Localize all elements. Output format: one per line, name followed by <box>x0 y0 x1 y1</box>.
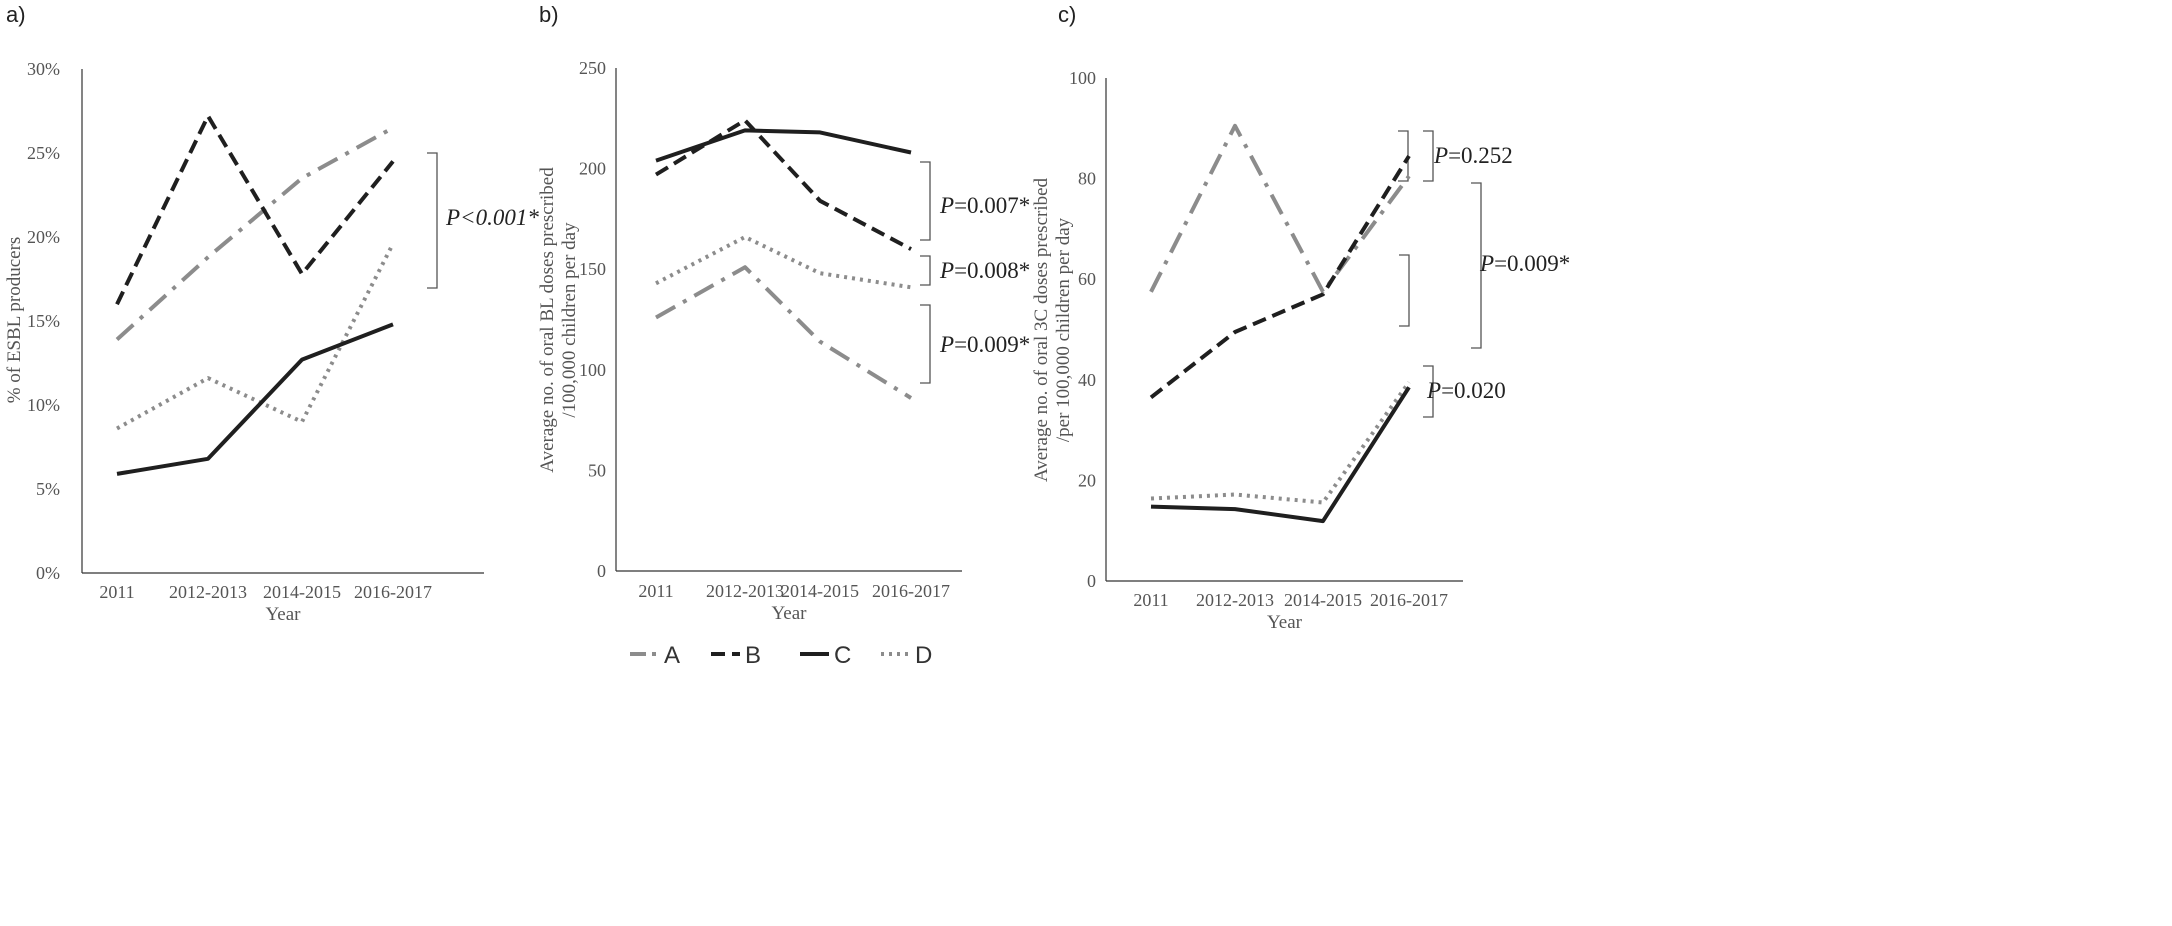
panel-label: b) <box>539 2 559 27</box>
p-value-annotation: P<0.001* <box>445 205 539 230</box>
x-tick-label: 2012-2013 <box>169 582 247 602</box>
x-axis-title: Year <box>265 604 301 625</box>
series-line-a <box>655 265 913 400</box>
x-tick-label: 2012-2013 <box>1196 590 1274 610</box>
series-line-c <box>116 322 394 476</box>
y-tick-label: 20% <box>27 227 60 247</box>
p-value-annotation: P=0.009* <box>939 332 1030 357</box>
y-axis-title: % of ESBL producers <box>4 237 25 404</box>
series-line-b <box>1149 154 1411 399</box>
x-tick-label: 2016-2017 <box>872 581 950 601</box>
y-tick-label: 0 <box>597 561 606 581</box>
y-tick-label: 60 <box>1078 269 1096 289</box>
significance-bracket <box>427 152 438 289</box>
series-line-b <box>654 118 912 251</box>
y-tick-label: 40 <box>1078 370 1096 390</box>
y-tick-label: 5% <box>36 479 60 499</box>
series-line-c <box>655 128 912 163</box>
y-tick-label: 150 <box>579 259 606 279</box>
y-tick-label: 50 <box>588 460 606 480</box>
y-tick-label: 100 <box>1069 68 1096 88</box>
legend-label-b: B <box>745 642 761 669</box>
series-line-d <box>655 235 912 290</box>
legend-label-d: D <box>915 642 932 669</box>
series-line-d <box>116 242 395 431</box>
x-tick-label: 2011 <box>99 582 134 602</box>
p-value-annotation: P=0.008* <box>939 258 1030 283</box>
x-tick-label: 2012-2013 <box>706 581 784 601</box>
series-line-b <box>115 114 395 306</box>
x-tick-label: 2014-2015 <box>781 581 859 601</box>
y-tick-label: 100 <box>579 360 606 380</box>
y-axis-title: Average no. of oral 3C doses prescribed/… <box>1031 177 1074 482</box>
y-tick-label: 10% <box>27 395 60 415</box>
y-tick-label: 0 <box>1087 571 1096 591</box>
y-tick-label: 15% <box>27 311 60 331</box>
x-tick-label: 2014-2015 <box>263 582 341 602</box>
x-axis-title: Year <box>1267 612 1303 633</box>
panel-label: c) <box>1058 2 1076 27</box>
significance-bracket <box>1423 365 1434 418</box>
y-axis-title: Average no. of oral BL doses prescribed/… <box>537 167 580 473</box>
p-value-annotation: P=0.007* <box>939 193 1030 218</box>
p-value-annotation: P=0.009* <box>1479 251 1570 276</box>
y-tick-label: 250 <box>579 58 606 78</box>
chart-panel-3: c) 0 20 40 60 80 100 2011 2012-2013 2014-2015 2016… <box>1031 2 1570 633</box>
figure-legend: A B C D <box>630 642 932 669</box>
y-tick-label: 0% <box>36 563 60 583</box>
significance-bracket <box>1471 182 1482 349</box>
panel-label: a) <box>6 2 26 27</box>
significance-bracket <box>920 161 931 241</box>
y-tick-label: 30% <box>27 59 60 79</box>
legend-label-a: A <box>664 642 680 669</box>
x-tick-label: 2014-2015 <box>1284 590 1362 610</box>
p-value-annotation: P=0.252 <box>1433 143 1513 168</box>
significance-bracket <box>920 255 931 286</box>
x-tick-label: 2016-2017 <box>1370 590 1448 610</box>
significance-bracket <box>1399 254 1410 327</box>
x-tick-label: 2016-2017 <box>354 582 432 602</box>
y-tick-label: 25% <box>27 143 60 163</box>
y-tick-label: 20 <box>1078 470 1096 490</box>
legend-label-c: C <box>834 642 851 669</box>
x-tick-label: 2011 <box>1133 590 1168 610</box>
chart-panels: a)0%5%10%15%20%25%30%2011 2012-2013 2014-2… <box>4 2 1570 633</box>
series-line-a <box>115 126 394 341</box>
y-tick-label: 200 <box>579 159 606 179</box>
series-line-a <box>1149 123 1411 294</box>
chart-panel-1: a)0%5%10%15%20%25%30%2011 2012-2013 2014-2… <box>4 2 1410 625</box>
x-tick-label: 2011 <box>638 581 673 601</box>
x-axis-title: Year <box>771 603 807 624</box>
significance-bracket <box>1423 130 1434 182</box>
y-tick-label: 80 <box>1078 169 1096 189</box>
p-value-annotation: P=0.020 <box>1426 378 1506 403</box>
series-line-d <box>1150 381 1411 505</box>
significance-bracket <box>920 304 931 384</box>
series-line-c <box>1150 386 1411 524</box>
